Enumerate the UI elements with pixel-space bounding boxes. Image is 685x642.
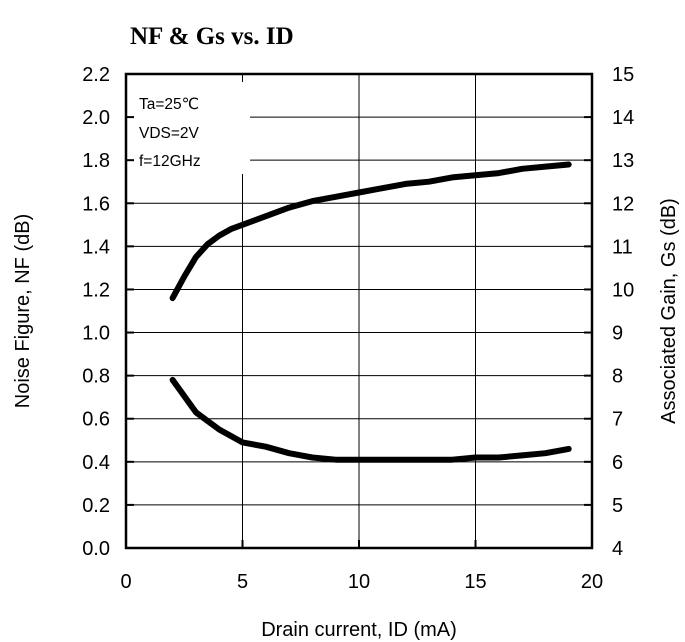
y-left-tick-label: 1.0	[82, 323, 110, 345]
y-right-tick-label: 8	[612, 366, 623, 388]
y-right-tick-label: 10	[612, 279, 634, 301]
x-tick-label: 20	[581, 571, 603, 593]
y-right-tick-label: 12	[612, 193, 634, 215]
chart-title: NF & Gs vs. ID	[130, 23, 294, 50]
x-tick-label: 0	[120, 571, 131, 593]
y-right-tick-label: 13	[612, 150, 634, 172]
annotation-vds: VDS=2V	[139, 125, 200, 142]
y-left-tick-label: 1.6	[82, 193, 110, 215]
annotation-freq: f=12GHz	[139, 153, 201, 170]
y-left-tick-label: 0.6	[82, 409, 110, 431]
y-right-tick-label: 6	[612, 452, 623, 474]
y-left-tick-label: 1.8	[82, 150, 110, 172]
y-left-tick-label: 1.2	[82, 279, 110, 301]
y-right-tick-label: 14	[612, 107, 634, 129]
y-left-axis-title: Noise Figure, NF (dB)	[12, 214, 34, 409]
annotation-ta: Ta=25℃	[139, 96, 199, 113]
series-group	[169, 161, 572, 463]
y-left-tick-label: 2.0	[82, 107, 110, 129]
x-tick-label: 10	[348, 571, 370, 593]
noise-figure-series-line	[169, 376, 572, 463]
y-right-tick-label: 4	[612, 538, 623, 560]
y-left-tick-label: 1.4	[82, 236, 110, 258]
gain-series-line	[169, 161, 572, 302]
y-left-tick-label: 0.4	[82, 452, 110, 474]
y-left-tick-label: 0.8	[82, 366, 110, 388]
y-right-tick-label: 11	[612, 236, 633, 258]
y-right-tick-label: 5	[612, 495, 623, 517]
y-left-tick-label: 0.2	[82, 495, 110, 517]
y-right-tick-label: 9	[612, 323, 623, 345]
y-right-tick-label: 15	[612, 64, 634, 86]
y-left-tick-label: 2.2	[82, 64, 110, 86]
y-left-tick-label: 0.0	[82, 538, 110, 560]
annotation-box	[132, 82, 250, 174]
y-right-tick-label: 7	[612, 409, 623, 431]
x-tick-label: 5	[237, 571, 248, 593]
x-axis-title: Drain current, ID (mA)	[261, 619, 457, 641]
ticks: 0 5 10 15 20 0.0 0.2 0.4 0.6 0.8 1.0 1.2 1.4 1.6 1.8 2.…	[82, 64, 634, 593]
y-right-axis-title: Associated Gain, Gs (dB)	[658, 198, 680, 424]
x-tick-label: 15	[464, 571, 486, 593]
